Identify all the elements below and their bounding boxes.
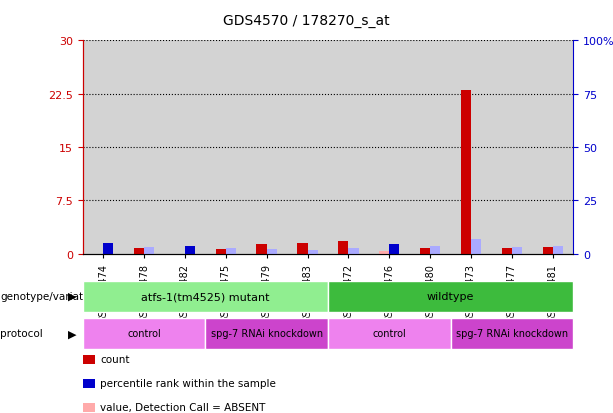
- Bar: [471, 239, 481, 254]
- Bar: [389, 244, 400, 254]
- Bar: [430, 247, 440, 254]
- Bar: [409, 41, 451, 254]
- Text: GDS4570 / 178270_s_at: GDS4570 / 178270_s_at: [223, 14, 390, 28]
- Bar: [256, 245, 267, 254]
- Bar: [164, 41, 205, 254]
- Text: spg-7 RNAi knockdown: spg-7 RNAi knockdown: [211, 328, 322, 339]
- Bar: [420, 248, 430, 254]
- Bar: [328, 41, 369, 254]
- Bar: [297, 243, 308, 254]
- Bar: [501, 248, 512, 254]
- Bar: [379, 252, 389, 254]
- Text: count: count: [100, 354, 129, 364]
- Bar: [267, 250, 277, 254]
- Text: genotype/variation: genotype/variation: [0, 291, 99, 301]
- Bar: [348, 249, 359, 254]
- Bar: [134, 248, 144, 254]
- Bar: [226, 249, 236, 254]
- Bar: [532, 41, 573, 254]
- Text: ▶: ▶: [68, 291, 77, 301]
- Bar: [103, 243, 113, 254]
- Bar: [287, 41, 328, 254]
- Text: ▶: ▶: [68, 328, 77, 339]
- Bar: [553, 247, 563, 254]
- Bar: [205, 41, 246, 254]
- Bar: [512, 248, 522, 254]
- Text: spg-7 RNAi knockdown: spg-7 RNAi knockdown: [456, 328, 568, 339]
- Text: control: control: [372, 328, 406, 339]
- Text: control: control: [127, 328, 161, 339]
- Bar: [124, 41, 164, 254]
- Text: wildtype: wildtype: [427, 291, 474, 301]
- Bar: [144, 248, 154, 254]
- Bar: [451, 41, 492, 254]
- Bar: [308, 251, 318, 254]
- Bar: [338, 241, 348, 254]
- Text: atfs-1(tm4525) mutant: atfs-1(tm4525) mutant: [141, 291, 270, 301]
- Text: value, Detection Call = ABSENT: value, Detection Call = ABSENT: [100, 402, 265, 412]
- Bar: [543, 247, 553, 254]
- Bar: [369, 41, 409, 254]
- Bar: [185, 247, 195, 254]
- Bar: [492, 41, 532, 254]
- Bar: [461, 91, 471, 254]
- Text: protocol: protocol: [0, 328, 43, 339]
- Text: percentile rank within the sample: percentile rank within the sample: [100, 378, 276, 388]
- Bar: [83, 41, 124, 254]
- Bar: [246, 41, 287, 254]
- Bar: [216, 249, 226, 254]
